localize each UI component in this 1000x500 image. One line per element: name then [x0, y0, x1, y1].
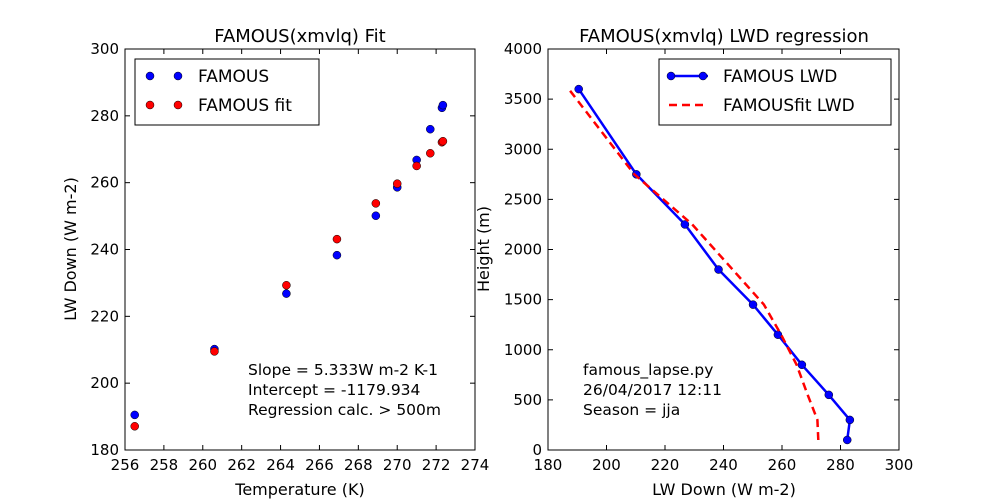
left-ticks: 256 258 260 262 264 266 268 270 272 274 180 200 220 2… [90, 40, 489, 474]
left-point-famous-fit [412, 161, 421, 171]
left-data-marks [130, 100, 448, 431]
left-chart-title: FAMOUS(xmvlq) Fit [214, 26, 385, 47]
left-point-famous-fit [210, 347, 219, 356]
right-point-famous-lwd [714, 265, 723, 274]
left-legend-label-famous: FAMOUS [198, 67, 269, 87]
right-ticks: 180 200 220 240 260 280 3000500100015002000250… [504, 40, 914, 474]
right-y-tick-label: 3500 [504, 90, 542, 108]
left-annotation: Slope = 5.333W m-2 K-1 Intercept = -1179… [248, 361, 441, 419]
right-legend-label-fit: FAMOUSfit LWD [723, 96, 855, 116]
left-x-tick-label: 258 [150, 456, 179, 474]
right-point-famous-lwd [773, 330, 783, 339]
left-x-tick-label: 264 [266, 456, 295, 474]
right-chart-title: FAMOUS(xmvlq) LWD regression [579, 26, 869, 47]
left-x-axis-label: Temperature (K) [234, 480, 364, 499]
right-point-famous-lwd [574, 84, 583, 94]
left-legend-marker-famous-b [173, 71, 183, 81]
right-x-tick-label: 200 [592, 456, 621, 474]
right-legend-label-famous: FAMOUS LWD [723, 67, 837, 87]
right-legend: FAMOUS LWD FAMOUSfit LWD [658, 58, 892, 126]
left-annotation-line-2: Intercept = -1179.934 [248, 381, 420, 399]
right-y-tick-label: 2500 [504, 190, 542, 208]
left-legend-marker-fit-a [145, 100, 155, 110]
left-point-famous [371, 211, 381, 220]
right-x-tick-label: 240 [709, 456, 738, 474]
right-y-tick-label: 2000 [504, 241, 542, 259]
left-point-famous-fit [130, 422, 139, 431]
right-point-famous-lwd [824, 390, 834, 400]
right-series-line-famous-lwd [577, 88, 852, 441]
left-annotation-line-3: Regression calc. > 500m [248, 401, 441, 419]
left-y-tick-label: 260 [90, 174, 119, 192]
right-y-tick-label: 3000 [504, 140, 542, 158]
left-y-tick-label: 180 [90, 441, 119, 459]
right-point-famous-lwd [842, 435, 852, 445]
left-legend-marker-famous-a [145, 71, 155, 81]
left-x-tick-label: 256 [111, 456, 140, 474]
left-point-famous [426, 124, 435, 134]
left-legend: FAMOUS FAMOUS fit [134, 58, 320, 126]
left-plot-frame [124, 48, 476, 451]
right-legend-box [658, 58, 892, 126]
left-y-axis-label: LW Down (W m-2) [61, 177, 80, 321]
left-point-famous [282, 289, 291, 298]
left-point-famous [438, 100, 448, 110]
right-annotation-line-1: famous_lapse.py [583, 361, 713, 380]
right-legend-marker-famous-a [666, 71, 676, 81]
right-x-tick-label: 260 [768, 456, 797, 474]
right-x-tick-label: 180 [534, 456, 563, 474]
left-x-tick-label: 262 [227, 456, 256, 474]
left-x-tick-label: 272 [422, 456, 451, 474]
right-chart: FAMOUS(xmvlq) LWD regression LW Down (W … [474, 26, 913, 499]
right-y-tick-label: 4000 [504, 40, 542, 58]
left-legend-marker-fit-b [173, 100, 183, 110]
left-y-tick-label: 200 [90, 374, 119, 392]
left-x-tick-label: 270 [383, 456, 412, 474]
left-legend-box [134, 58, 320, 126]
left-y-tick-label: 280 [90, 107, 119, 125]
left-y-tick-label: 300 [90, 40, 119, 58]
right-point-famous-lwd [845, 415, 855, 425]
right-point-famous-lwd [680, 220, 690, 229]
left-point-famous-fit [371, 199, 381, 208]
right-data-marks [567, 84, 855, 445]
left-point-famous-fit [438, 136, 448, 146]
left-legend-label-fit: FAMOUS fit [198, 96, 292, 116]
left-annotation-line-1: Slope = 5.333W m-2 K-1 [248, 361, 438, 379]
left-chart: FAMOUS(xmvlq) Fit Temperature (K) LW Dow… [61, 26, 489, 499]
right-y-tick-label: 500 [513, 391, 542, 409]
left-point-famous-fit [282, 281, 291, 290]
left-point-famous-fit [332, 234, 342, 244]
right-point-famous-lwd [797, 360, 807, 370]
left-y-tick-label: 220 [90, 307, 119, 325]
left-x-tick-label: 260 [188, 456, 217, 474]
right-plot-frame [547, 48, 900, 451]
right-annotation-line-3: Season = jja [583, 401, 680, 419]
right-series-line-famousfit-lwd [567, 88, 820, 441]
left-x-tick-label: 268 [344, 456, 373, 474]
right-y-axis-label: Height (m) [474, 206, 493, 292]
right-legend-marker-famous-b [698, 71, 708, 81]
left-point-famous-fit [426, 149, 435, 158]
left-point-famous [130, 410, 139, 420]
left-y-tick-label: 240 [90, 241, 119, 259]
right-x-tick-label: 280 [826, 456, 855, 474]
right-x-axis-label: LW Down (W m-2) [652, 480, 796, 499]
right-y-tick-label: 1500 [504, 291, 542, 309]
left-point-famous [332, 250, 342, 260]
left-x-tick-label: 274 [461, 456, 490, 474]
right-annotation-line-2: 26/04/2017 12:11 [583, 381, 722, 399]
right-x-tick-label: 300 [885, 456, 914, 474]
right-annotation: famous_lapse.py 26/04/2017 12:11 Season … [583, 361, 722, 419]
left-point-famous-fit [392, 179, 402, 188]
left-x-tick-label: 266 [305, 456, 334, 474]
right-x-tick-label: 220 [651, 456, 680, 474]
right-y-tick-label: 0 [532, 441, 542, 459]
right-point-famous-lwd [748, 300, 758, 309]
right-y-tick-label: 1000 [504, 341, 542, 359]
